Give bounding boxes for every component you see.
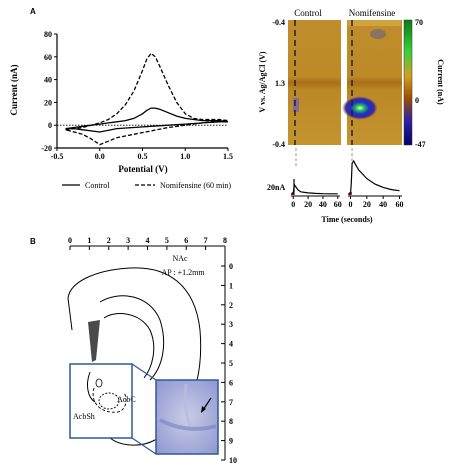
heatmap-ytick-bottom: -0.4 — [272, 140, 285, 149]
colorbar-tick-zero: 0 — [415, 96, 419, 105]
colorbar-tick-max: 70 — [415, 18, 423, 27]
striatum-border — [103, 313, 155, 379]
cv-y-axis-label: Current (nA) — [9, 64, 19, 115]
current-trace-control — [291, 183, 338, 195]
cv-axes: -0.5 0.0 0.5 1.0 1.5 -20 0 20 40 60 80 — [41, 30, 233, 161]
atlas-region-title: NAc — [172, 254, 188, 263]
label-acbc: AcbC — [117, 395, 136, 404]
cv-x-tick-label: 0.0 — [95, 152, 105, 161]
electrode-track — [183, 383, 192, 427]
cv-y-tick-label: 80 — [44, 30, 52, 39]
atlas-right-tick-label: 7 — [229, 398, 233, 407]
time-tick-label: 20 — [363, 200, 371, 209]
atlas-right-tick-label: 5 — [229, 359, 233, 368]
atlas-top-tick-label: 6 — [184, 236, 188, 245]
heatmap-nomifensine — [347, 20, 402, 145]
atlas-ap-coordinate: AP : +1.2mm — [161, 268, 205, 277]
arrow-pointer-icon — [201, 397, 212, 413]
time-tick-label: 40 — [319, 200, 327, 209]
atlas-right-tick-label: 1 — [229, 281, 233, 290]
acbc-region — [98, 392, 120, 410]
label-acbsh: AcbSh — [73, 412, 95, 421]
atlas: 0 1 2 3 4 5 6 7 8 0 1 2 3 4 5 6 7 8 9 10 NAc AP : +1.2mm A… — [67, 236, 237, 465]
color-plots: Control Nomifensine -0.4 1.3 -0.4 V vs. … — [258, 8, 445, 149]
atlas-top-tick-label: 8 — [223, 236, 227, 245]
histology-shading — [159, 418, 217, 431]
atlas-top-ticks: 0 1 2 3 4 5 6 7 8 — [68, 236, 227, 250]
atlas-top-tick-label: 7 — [204, 236, 208, 245]
panel-letter-b: B — [30, 237, 36, 246]
heatmap-ytick-mid: 1.3 — [275, 79, 285, 88]
time-tick-label: 0 — [291, 200, 295, 209]
cv-x-axis-label: Potential (V) — [118, 164, 167, 174]
heatmap-nomi-top-band — [348, 20, 401, 26]
atlas-top-tick-label: 2 — [107, 236, 111, 245]
septum-line — [87, 371, 96, 403]
time-tick-label: 0 — [348, 200, 352, 209]
atlas-top-tick-label: 4 — [146, 236, 150, 245]
atlas-right-tick-label: 0 — [229, 262, 233, 271]
heatmap-nomi-blob — [342, 96, 378, 120]
time-tick-label: 60 — [396, 200, 404, 209]
heatmap-ytick-top: -0.4 — [272, 18, 285, 27]
inset-connector-bottom — [131, 437, 157, 455]
cv-chart: -0.5 0.0 0.5 1.0 1.5 -20 0 20 40 60 80 Current (nA… — [9, 30, 233, 190]
atlas-top-tick-label: 5 — [165, 236, 169, 245]
colorbar — [403, 19, 413, 146]
heatmap-title-nomifensine: Nomifensine — [349, 8, 396, 18]
atlas-right-tick-label: 4 — [229, 340, 233, 349]
lateral-ventricle — [88, 320, 100, 362]
atlas-right-tick-label: 3 — [229, 320, 233, 329]
panel-letter-a: A — [30, 7, 36, 16]
heatmap-title-control: Control — [294, 8, 322, 18]
current-trace-nomifensine — [348, 159, 400, 195]
atlas-right-ticks: 0 1 2 3 4 5 6 7 8 9 10 — [221, 262, 237, 465]
time-tick-label: 40 — [379, 200, 387, 209]
atlas-top-tick-label: 3 — [126, 236, 130, 245]
cv-series — [65, 52, 229, 146]
legend-control-label: Control — [85, 181, 110, 190]
cv-x-tick-label: 0.5 — [138, 152, 148, 161]
atlas-top-tick-label: 0 — [68, 236, 72, 245]
heatmap-y-axis-label: V vs. Ag/AgCl (V) — [258, 51, 267, 113]
time-tick-label: 60 — [334, 200, 342, 209]
corpus-callosum — [99, 295, 165, 381]
anterior-commissure — [95, 378, 103, 388]
time-axis-label: Time (seconds) — [321, 215, 373, 224]
brain-outline — [67, 267, 202, 446]
acbsh-region — [92, 387, 127, 413]
cv-series-nomifensine — [65, 52, 229, 146]
atlas-right-tick-label: 2 — [229, 301, 233, 310]
brain-outline-left — [67, 297, 73, 331]
current-time-chart: 20nA 0 20 40 60 0 20 40 60 Time (seconds) — [267, 148, 404, 224]
cv-x-tick-label: 1.5 — [223, 152, 233, 161]
cv-y-tick-label: 0 — [48, 121, 52, 130]
cv-y-tick-label: 40 — [44, 76, 52, 85]
time-tick-label: 20 — [304, 200, 312, 209]
cv-x-tick-label: 1.0 — [180, 152, 190, 161]
atlas-right-tick-label: 6 — [229, 378, 233, 387]
current-time-series — [291, 159, 400, 195]
inset-connector-top — [131, 363, 157, 381]
scale-bar-label: 20nA — [267, 183, 285, 192]
heatmap-nomi-spot — [370, 29, 386, 39]
cv-y-tick-label: -20 — [41, 144, 52, 153]
cv-y-tick-label: 60 — [44, 53, 52, 62]
colorbar-tick-min: -47 — [415, 140, 426, 149]
atlas-right-tick-label: 8 — [229, 417, 233, 426]
heatmap-control-spot — [293, 98, 299, 112]
cv-legend: Control Nomifensine (60 min) — [62, 181, 231, 190]
cv-x-tick-label: -0.5 — [51, 152, 64, 161]
heatmap-control — [288, 20, 341, 145]
atlas-right-tick-label: 9 — [229, 437, 233, 446]
colorbar-label: Current (nA) — [436, 59, 445, 105]
atlas-right-tick-label: 10 — [229, 456, 237, 465]
legend-nomifensine-label: Nomifensine (60 min) — [160, 181, 231, 190]
atlas-top-tick-label: 1 — [87, 236, 91, 245]
inset-region-box — [69, 363, 133, 439]
current-time-axes: 0 20 40 60 0 20 40 60 — [291, 192, 404, 209]
cv-series-control — [65, 107, 229, 133]
cv-y-tick-label: 20 — [44, 98, 52, 107]
